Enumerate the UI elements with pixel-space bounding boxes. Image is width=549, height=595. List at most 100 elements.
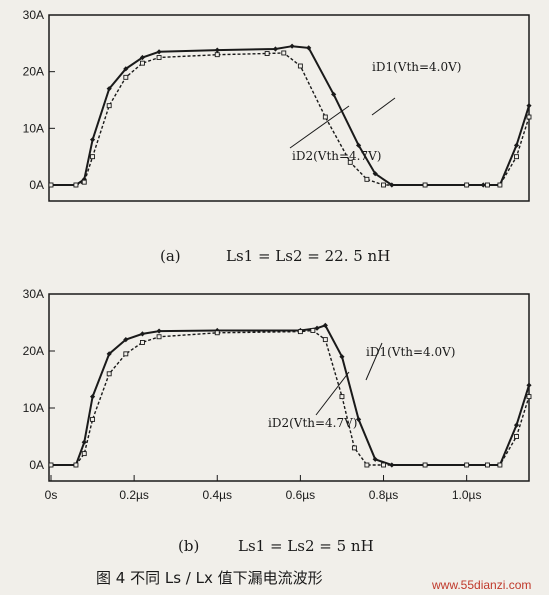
data-point-id2	[497, 462, 503, 468]
x-tick-label: 0.6µs	[286, 488, 316, 502]
data-point-id1	[355, 416, 362, 422]
y-tick-label: 10A	[23, 401, 44, 415]
data-point-id2	[484, 462, 490, 468]
data-point-id2	[81, 179, 87, 185]
data-point-id1	[106, 86, 112, 92]
data-point-id1	[81, 439, 87, 445]
x-tick-label: 0.8µs	[369, 488, 399, 502]
annotation-arrow-id2-a	[289, 105, 350, 149]
data-point-id2	[297, 329, 303, 335]
data-point-id2	[281, 50, 287, 56]
data-point-id2	[73, 182, 79, 188]
data-point-id1	[289, 43, 295, 49]
caption-prefix-a: (a)	[160, 247, 181, 265]
figure-caption: 图 4 不同 Ls / Lx 值下漏电流波形	[96, 569, 323, 587]
data-point-id2	[339, 394, 345, 400]
data-point-id1	[272, 46, 279, 52]
data-point-id1	[389, 182, 395, 188]
x-tick-label: 1.0µs	[452, 488, 482, 502]
data-point-id1	[106, 351, 112, 357]
data-point-id2	[364, 176, 370, 182]
data-point-id2	[497, 182, 503, 188]
data-point-id2	[484, 182, 490, 188]
data-point-id1	[339, 354, 345, 360]
data-point-id2	[526, 394, 532, 400]
data-point-id2	[364, 462, 370, 468]
y-axis-a: 0A 10A 20A 30A	[23, 8, 55, 192]
data-point-id1	[372, 171, 378, 177]
data-point-id1	[89, 137, 96, 143]
annotation-arrow-id2-b	[315, 371, 350, 416]
data-point-id2	[381, 182, 386, 188]
data-point-id2	[73, 462, 79, 468]
plot-frame-a	[48, 14, 530, 202]
data-point-id2	[422, 182, 428, 188]
data-point-id2	[106, 103, 112, 109]
data-point-id1	[306, 45, 312, 51]
annotation-arrow-id1-a	[371, 97, 396, 116]
data-point-id2	[464, 462, 470, 468]
caption-formula-b: Ls1 = Ls2 = 5 nH	[238, 537, 374, 555]
series-markers-b	[48, 322, 532, 468]
data-point-id2	[214, 52, 220, 58]
data-point-id2	[381, 462, 386, 468]
x-tick-label: 0.4µs	[202, 488, 232, 502]
data-point-id2	[514, 434, 519, 439]
data-point-id2	[464, 182, 470, 188]
data-point-id2	[139, 340, 145, 345]
data-point-id2	[90, 416, 96, 422]
series-label-id1-a: iD1(Vth=4.0V)	[372, 60, 461, 74]
data-point-id2	[264, 51, 270, 56]
y-tick-label: 20A	[23, 65, 44, 79]
data-point-id1	[139, 331, 146, 337]
series-line-id2-a	[51, 52, 530, 186]
x-tick-label: 0.2µs	[119, 488, 149, 502]
data-point-id2	[351, 445, 357, 451]
data-point-id2	[156, 55, 162, 60]
annotation-arrow-id1-b	[365, 342, 383, 381]
data-point-id1	[389, 462, 395, 468]
data-point-id2	[106, 371, 112, 377]
data-point-id2	[48, 182, 54, 188]
data-point-id1	[139, 54, 146, 61]
y-tick-label: 20A	[23, 344, 44, 358]
series-markers-a	[48, 43, 532, 188]
data-point-id2	[139, 60, 145, 66]
data-point-id1	[480, 182, 486, 188]
data-point-id1	[513, 422, 520, 428]
data-point-id1	[123, 66, 129, 72]
data-point-id2	[310, 328, 316, 333]
series-label-id2-b: iD2(Vth=4.7V)	[268, 416, 357, 430]
caption-prefix-b: (b)	[178, 537, 199, 555]
y-tick-label: 30A	[23, 8, 44, 22]
data-point-id2	[123, 74, 129, 80]
data-point-id1	[156, 49, 162, 55]
y-tick-label: 0A	[29, 178, 44, 192]
y-tick-label: 0A	[29, 458, 44, 472]
data-point-id2	[90, 154, 96, 160]
data-point-id1	[314, 325, 320, 331]
series-label-id1-b: iD1(Vth=4.0V)	[366, 345, 455, 359]
data-point-id2	[48, 462, 54, 468]
data-point-id1	[526, 382, 532, 388]
series-line-id1-a	[51, 45, 530, 186]
data-point-id2	[123, 351, 129, 357]
data-point-id1	[372, 456, 378, 462]
x-tick-label: 0s	[45, 488, 58, 502]
data-point-id1	[355, 142, 362, 148]
y-axis-b: 0A 10A 20A 30A	[23, 287, 55, 472]
data-point-id1	[526, 103, 532, 109]
y-tick-label: 10A	[23, 121, 44, 135]
data-point-id2	[81, 451, 87, 457]
data-point-id2	[347, 159, 353, 165]
data-point-id1	[123, 337, 129, 343]
x-axis-b: 0s 0.2µs 0.4µs 0.6µs 0.8µs 1.0µs	[45, 475, 482, 502]
data-point-id2	[514, 154, 519, 160]
series-line-id1-b	[51, 324, 530, 466]
plot-frame-b	[48, 293, 530, 482]
data-point-id2	[156, 334, 162, 340]
